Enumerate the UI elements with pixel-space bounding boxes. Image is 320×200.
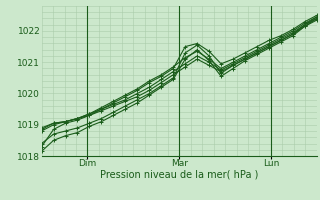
X-axis label: Pression niveau de la mer( hPa ): Pression niveau de la mer( hPa ) [100, 169, 258, 179]
